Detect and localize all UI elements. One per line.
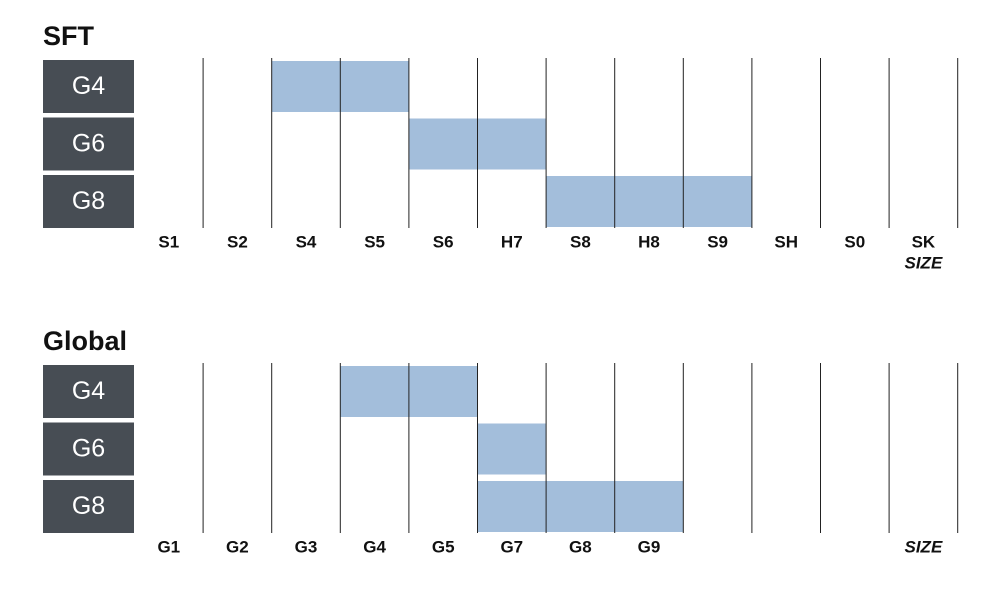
row-label-box [43, 175, 134, 228]
row-label: G4 [72, 377, 105, 405]
panel-title: Global [43, 326, 127, 356]
panel-title: SFT [43, 21, 95, 51]
row-label-box [43, 117, 134, 171]
size-label: SK [912, 232, 936, 251]
size-label: H8 [638, 232, 660, 251]
row-label-box [43, 422, 134, 476]
size-label: SH [774, 232, 798, 251]
size-label: G4 [363, 537, 386, 556]
axis-label: SIZE [905, 537, 943, 556]
size-label: S1 [158, 232, 179, 251]
size-label: S2 [227, 232, 248, 251]
size-label: G8 [569, 537, 592, 556]
row-label: G6 [72, 130, 105, 158]
size-range [477, 481, 684, 532]
size-label: H7 [501, 232, 523, 251]
row-label: G6 [72, 435, 105, 463]
size-label: S9 [707, 232, 728, 251]
size-label: S8 [570, 232, 591, 251]
row-label-box [43, 60, 134, 113]
size-range [477, 423, 547, 475]
size-label: G2 [226, 537, 249, 556]
row-label-box [43, 480, 134, 533]
size-label: S5 [364, 232, 385, 251]
size-label: G7 [500, 537, 523, 556]
size-label: S0 [844, 232, 865, 251]
size-label: G3 [295, 537, 318, 556]
size-label: G5 [432, 537, 455, 556]
row-label: G4 [72, 72, 105, 100]
axis-label: SIZE [905, 253, 943, 272]
row-label: G8 [72, 492, 105, 520]
size-range [546, 176, 752, 227]
row-label: G8 [72, 187, 105, 215]
size-label: G1 [157, 537, 180, 556]
size-label: S6 [433, 232, 454, 251]
row-label-box [43, 365, 134, 418]
size-label: S4 [296, 232, 317, 251]
size-label: G9 [638, 537, 661, 556]
